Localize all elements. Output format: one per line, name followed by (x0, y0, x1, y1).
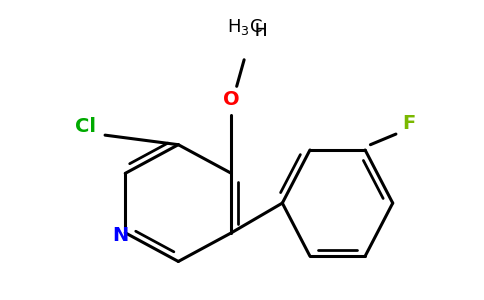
Text: N: N (112, 226, 128, 245)
Text: O: O (223, 89, 240, 109)
Text: Cl: Cl (76, 117, 96, 136)
Text: F: F (402, 114, 415, 133)
Text: H$_3$C: H$_3$C (227, 17, 263, 37)
Text: H: H (254, 22, 266, 40)
Text: H: H (254, 22, 266, 40)
